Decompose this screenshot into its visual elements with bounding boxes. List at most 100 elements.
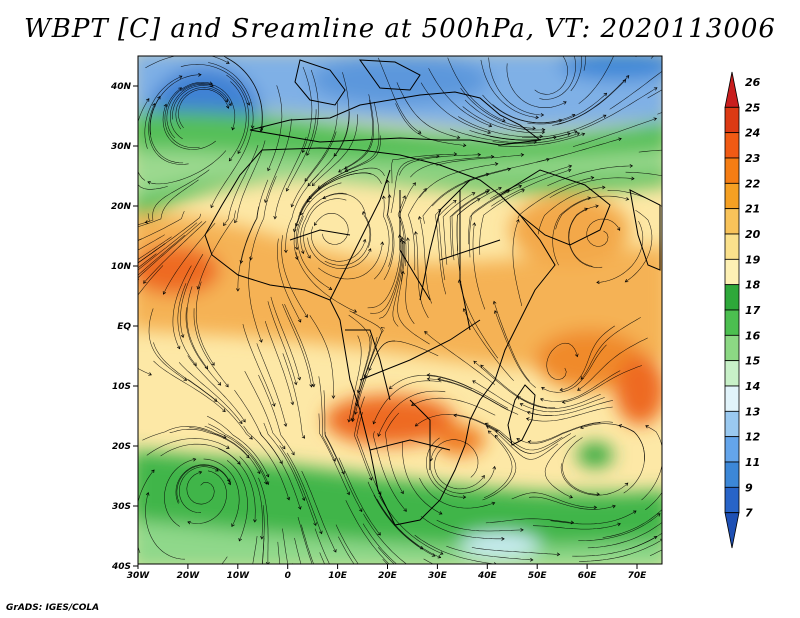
streamline-arrow: [717, 503, 720, 506]
streamline: [176, 464, 231, 503]
streamline-arrow: [660, 538, 662, 543]
streamline-arrow: [567, 132, 571, 136]
streamline-arrow: [211, 362, 215, 366]
streamline-arrow: [424, 331, 428, 335]
streamline: [335, 524, 359, 564]
streamline: [480, 364, 556, 409]
streamline: [160, 443, 241, 465]
streamline: [186, 286, 208, 369]
colorbar-cell: [724, 309, 740, 336]
streamline-arrow: [285, 187, 290, 192]
streamline-arrow: [645, 425, 649, 429]
streamline: [338, 99, 373, 173]
streamline-arrow: [484, 422, 489, 426]
streamline-arrow: [437, 554, 442, 559]
streamline-arrow: [228, 157, 233, 162]
streamline-arrow: [593, 505, 598, 510]
streamline: [270, 296, 301, 380]
streamline-arrow: [347, 418, 352, 423]
streamline: [386, 180, 394, 267]
streamline: [520, 397, 605, 413]
streamline: [541, 344, 607, 393]
streamline: [138, 222, 198, 271]
streamline: [356, 411, 382, 495]
streamline-arrow: [266, 561, 270, 564]
streamline-arrow: [521, 189, 525, 193]
streamline-arrow: [665, 517, 668, 520]
streamline: [187, 470, 227, 524]
streamline-arrow: [377, 532, 381, 536]
streamline-arrow: [319, 530, 323, 535]
streamline-arrow: [471, 192, 476, 196]
streamline-arrow: [624, 482, 629, 487]
colorbar-label: 23: [745, 152, 761, 165]
streamline: [324, 431, 363, 512]
streamline-arrow: [359, 508, 363, 513]
coastline-path: [289, 229, 351, 241]
streamline: [172, 85, 232, 120]
streamline: [492, 104, 575, 123]
streamline: [415, 231, 429, 319]
lon-label: 0: [285, 571, 291, 581]
streamline-arrow: [403, 508, 407, 512]
streamline-arrow: [196, 286, 201, 290]
streamline-arrow: [633, 510, 637, 514]
streamline: [282, 353, 305, 439]
streamline-arrow: [260, 536, 264, 540]
streamline: [434, 447, 485, 490]
streamline: [145, 492, 185, 560]
streamline: [420, 516, 505, 540]
streamline: [234, 140, 266, 223]
streamline-arrow: [411, 402, 415, 407]
colorbar-cell: [724, 486, 740, 514]
colorbar-cell: [724, 385, 740, 412]
streamline-arrow: [539, 397, 544, 402]
streamline-arrow: [306, 199, 311, 203]
colorbar-label: 14: [745, 380, 760, 393]
streamline-arrow: [541, 130, 546, 135]
streamline: [258, 374, 295, 455]
colorbar-label: 7: [745, 507, 753, 520]
streamline: [609, 71, 662, 110]
streamline-arrow: [476, 198, 481, 202]
streamline-arrow: [309, 383, 314, 388]
streamline-arrow: [680, 225, 683, 228]
colorbar-label: 26: [745, 76, 761, 89]
streamline: [428, 68, 492, 127]
streamline-arrow: [341, 470, 345, 475]
streamline: [539, 56, 576, 100]
streamline: [488, 57, 544, 116]
streamline: [495, 430, 572, 454]
streamline-arrow: [571, 113, 576, 118]
streamline: [195, 281, 215, 366]
streamline: [285, 173, 320, 253]
streamline: [370, 239, 403, 314]
streamline-arrow: [87, 274, 90, 277]
streamline-arrow: [419, 546, 424, 550]
streamline: [138, 265, 164, 296]
streamline: [572, 536, 657, 557]
streamline-arrow: [518, 184, 523, 189]
streamline-arrow: [418, 216, 422, 220]
streamline-arrow: [673, 493, 676, 496]
streamline-arrow: [493, 310, 498, 314]
streamline-arrow: [187, 520, 191, 525]
streamline-arrow: [493, 562, 497, 564]
streamline: [318, 242, 383, 280]
coastline-path: [249, 91, 542, 146]
streamline-arrow: [231, 126, 235, 131]
streamline: [372, 431, 407, 512]
streamline-arrow: [290, 401, 295, 406]
streamline-arrow: [595, 204, 599, 209]
streamline-arrow: [501, 537, 505, 541]
streamline-arrow: [198, 470, 203, 475]
streamline-arrow: [294, 246, 299, 251]
streamline: [414, 534, 497, 564]
streamline-arrow: [709, 186, 712, 189]
streamline: [259, 431, 301, 510]
streamline-arrow: [293, 381, 298, 386]
streamline: [492, 132, 580, 144]
streamline: [528, 421, 613, 443]
streamline: [570, 56, 582, 92]
streamline-arrow: [304, 178, 308, 182]
